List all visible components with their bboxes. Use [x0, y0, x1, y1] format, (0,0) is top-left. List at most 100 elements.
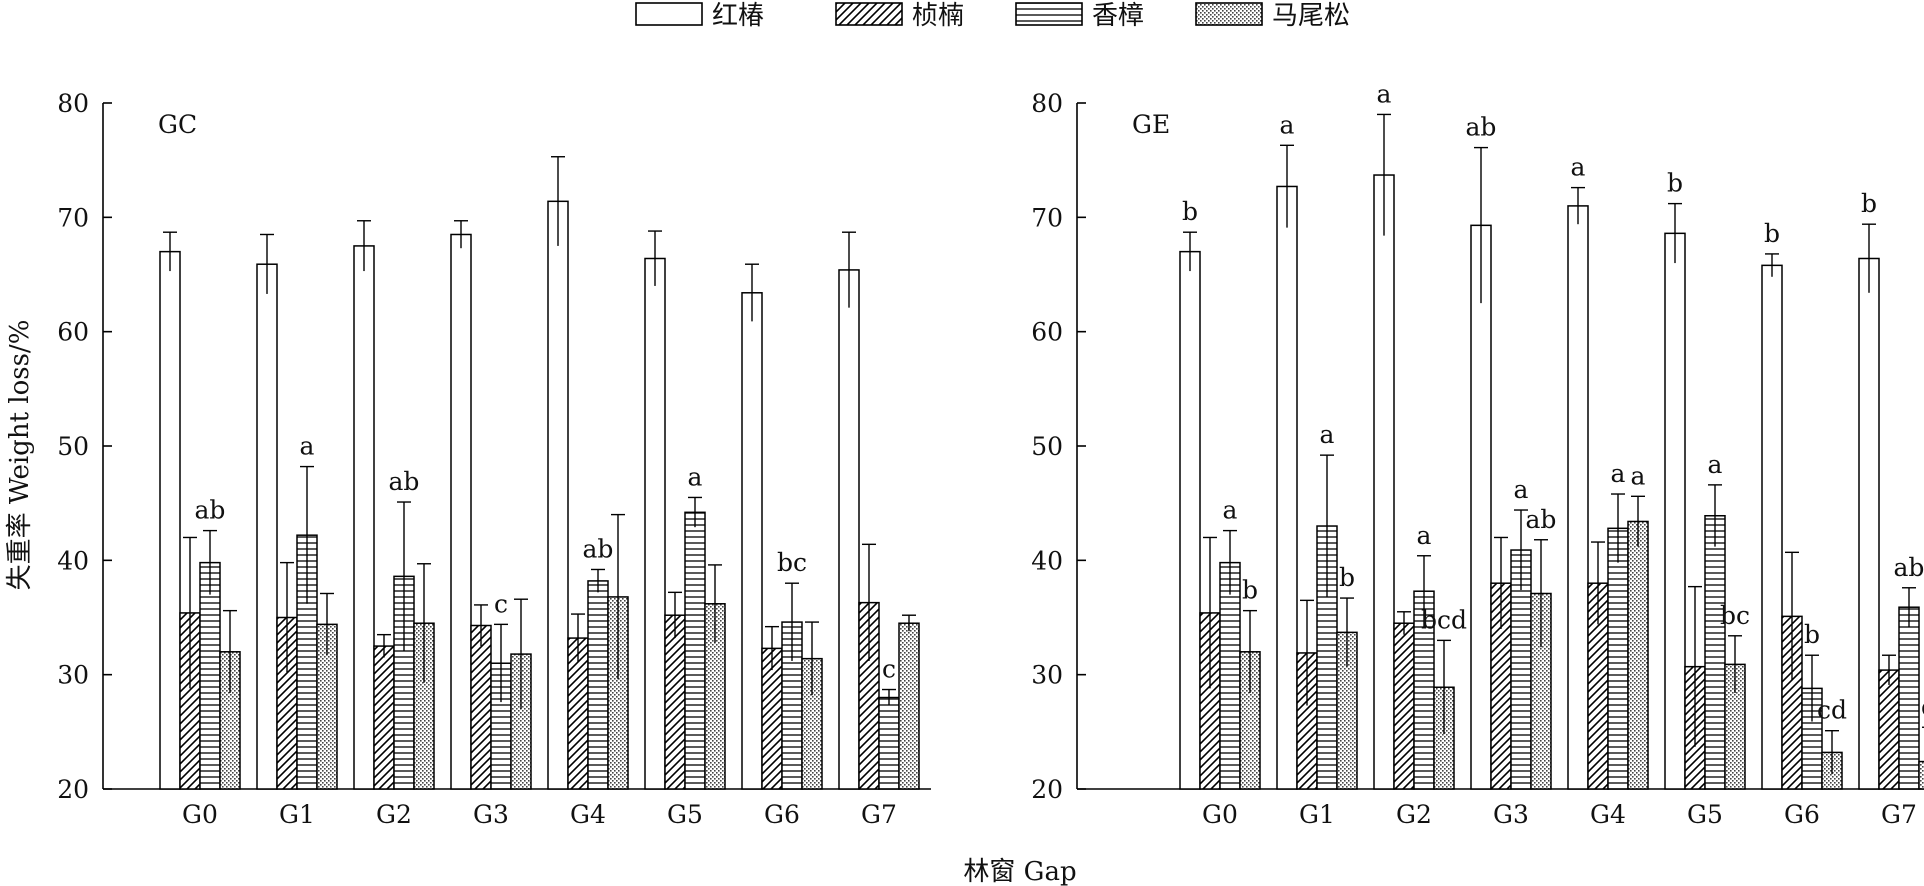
- x-tick-label: G4: [570, 800, 606, 829]
- x-tick-label: G4: [1590, 800, 1626, 829]
- bar: [1704, 514, 1726, 790]
- significance-label: a: [1223, 496, 1238, 525]
- bar: [1878, 669, 1900, 790]
- x-tick-label: G0: [182, 800, 218, 829]
- bar: [1627, 520, 1649, 790]
- x-tick-label: G5: [667, 800, 703, 829]
- legend: 红椿 桢楠 香樟 马尾松: [635, 1, 1350, 31]
- significance-label: d: [1921, 692, 1924, 721]
- y-tick-label: 40: [1031, 546, 1063, 575]
- legend-label: 香樟: [1092, 1, 1144, 31]
- bar: [878, 696, 900, 790]
- bar: [1276, 185, 1298, 790]
- significance-label: b: [1182, 197, 1198, 226]
- bar: [1179, 250, 1201, 790]
- x-tick-label: G6: [1784, 800, 1820, 829]
- significance-label: a: [1320, 420, 1335, 449]
- bar: [587, 580, 609, 790]
- y-tick-label: 40: [57, 546, 89, 575]
- significance-label: ab: [583, 534, 614, 563]
- legend-swatch: [1015, 2, 1083, 26]
- significance-label: ab: [389, 467, 420, 496]
- significance-label: a: [1631, 461, 1646, 490]
- significance-label: a: [1708, 450, 1723, 479]
- significance-label: c: [882, 655, 896, 684]
- bar: [838, 269, 860, 790]
- significance-label: a: [1514, 475, 1529, 504]
- x-tick-label: G0: [1202, 800, 1238, 829]
- bar: [644, 257, 666, 790]
- bar: [159, 250, 181, 790]
- significance-label: a: [1611, 459, 1626, 488]
- bar: [256, 263, 278, 790]
- y-tick-label: 20: [1031, 775, 1063, 804]
- bar: [1858, 257, 1880, 790]
- x-tick-label: G2: [376, 800, 412, 829]
- bar: [1898, 606, 1920, 790]
- significance-label: c: [494, 589, 508, 618]
- significance-label: bc: [777, 548, 807, 577]
- bar: [199, 561, 221, 790]
- y-tick-label: 50: [57, 432, 89, 461]
- bar: [1219, 561, 1241, 790]
- x-tick-label: G3: [1493, 800, 1529, 829]
- legend-label: 红椿: [712, 1, 764, 31]
- significance-label: a: [1377, 79, 1392, 108]
- y-tick-label: 60: [1031, 318, 1063, 347]
- significance-label: a: [1417, 521, 1432, 550]
- y-tick-label: 70: [1031, 203, 1063, 232]
- bar: [470, 624, 492, 790]
- legend-swatch: [1195, 2, 1263, 26]
- significance-label: a: [688, 462, 703, 491]
- bar: [1918, 760, 1924, 790]
- significance-label: ab: [195, 496, 226, 525]
- significance-label: bc: [1720, 601, 1750, 630]
- bar: [1373, 174, 1395, 790]
- x-axis-title: 林窗 Gap: [963, 857, 1076, 886]
- x-tick-label: G6: [764, 800, 800, 829]
- bar: [1664, 232, 1686, 790]
- y-tick-label: 60: [57, 318, 89, 347]
- y-tick-label: 80: [1031, 89, 1063, 118]
- significance-label: b: [1667, 169, 1683, 198]
- panel-title: GE: [1132, 110, 1170, 139]
- x-tick-label: G3: [473, 800, 509, 829]
- y-tick-label: 30: [57, 661, 89, 690]
- x-tick-label: G2: [1396, 800, 1432, 829]
- bar: [741, 292, 763, 790]
- significance-label: a: [300, 432, 315, 461]
- bar: [1607, 527, 1629, 790]
- significance-label: b: [1861, 189, 1877, 218]
- significance-label: b: [1242, 576, 1258, 605]
- significance-label: ab: [1466, 113, 1497, 142]
- bar: [373, 645, 395, 790]
- bar: [353, 245, 375, 790]
- bar: [684, 511, 706, 790]
- bar: [1761, 264, 1783, 790]
- x-tick-label: G7: [861, 800, 897, 829]
- legend-swatch: [635, 2, 703, 26]
- x-tick-label: G1: [279, 800, 315, 829]
- y-axis-title: 失重率 Weight loss/%: [5, 320, 35, 591]
- x-tick-label: G1: [1299, 800, 1335, 829]
- significance-label: bcd: [1421, 605, 1467, 634]
- panel-title: GC: [158, 110, 197, 139]
- bar: [450, 233, 472, 790]
- bar: [547, 200, 569, 790]
- bar: [1393, 622, 1415, 790]
- x-tick-label: G7: [1881, 800, 1917, 829]
- significance-label: cd: [1817, 696, 1847, 725]
- significance-label: b: [1764, 219, 1780, 248]
- legend-label: 马尾松: [1272, 1, 1350, 31]
- significance-label: a: [1571, 153, 1586, 182]
- significance-label: ab: [1894, 553, 1924, 582]
- bar: [664, 614, 686, 790]
- x-tick-label: G5: [1687, 800, 1723, 829]
- y-tick-label: 50: [1031, 432, 1063, 461]
- bar: [898, 622, 920, 790]
- significance-label: ab: [1526, 505, 1557, 534]
